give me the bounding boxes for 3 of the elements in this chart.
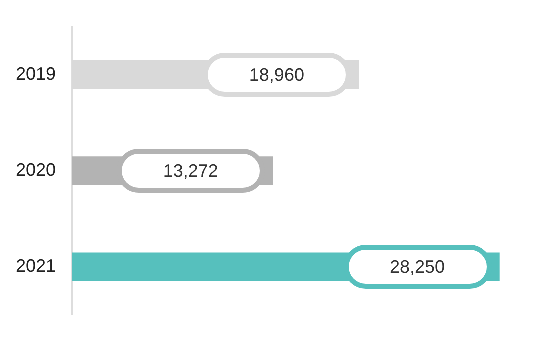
y-tick-label: 2019 (16, 64, 56, 84)
y-tick-label: 2020 (16, 160, 56, 180)
y-tick-label: 2021 (16, 256, 56, 276)
